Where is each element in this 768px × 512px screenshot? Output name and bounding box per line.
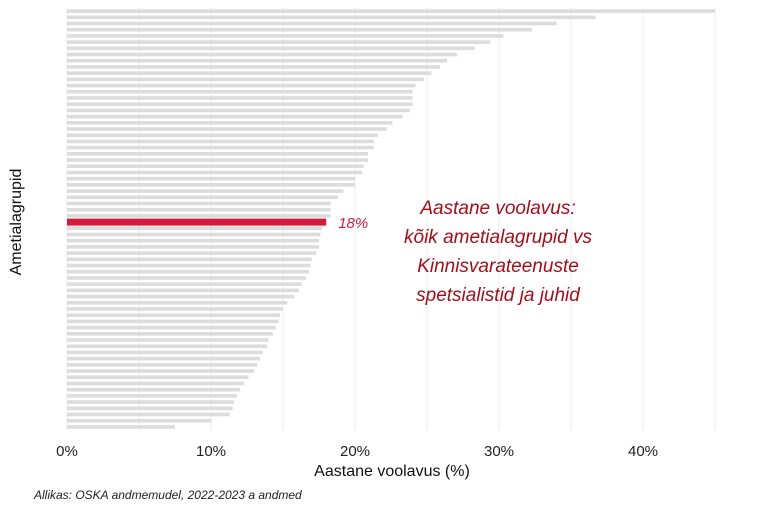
x-tick-label: 30% (484, 443, 514, 460)
y-axis-title: Ametialagrupid (8, 169, 25, 276)
bar (67, 369, 255, 373)
bar (67, 183, 355, 187)
highlight-bar (67, 218, 327, 226)
bar (67, 294, 295, 299)
source-note: Allikas: OSKA andmemudel, 2022-2023 a an… (34, 488, 302, 502)
bar (67, 381, 245, 386)
bar (67, 288, 299, 293)
bar (67, 40, 491, 44)
bar (67, 15, 596, 20)
bar (67, 282, 302, 286)
bar (67, 145, 374, 150)
bar (67, 77, 425, 82)
bars-group: 18% (67, 9, 715, 429)
bar (67, 96, 413, 100)
bar (67, 263, 311, 268)
bar (67, 332, 273, 336)
bar (67, 300, 288, 305)
bar (67, 400, 235, 404)
bar (67, 46, 475, 51)
bar (67, 232, 321, 237)
bar (67, 27, 533, 32)
bar (67, 356, 260, 361)
bar (67, 58, 448, 63)
bar (67, 425, 175, 429)
bar (67, 363, 258, 367)
annotation-line: spetsialistid ja juhid (416, 285, 581, 306)
bar (67, 418, 211, 423)
bar (67, 350, 263, 355)
bar (67, 412, 230, 417)
bar (67, 34, 504, 38)
x-tick-label: 10% (196, 443, 226, 460)
bar (67, 133, 379, 138)
x-tick-label: 0% (56, 443, 78, 460)
bar (67, 394, 237, 398)
x-axis-ticks: 0% 10% 20% 30% 40% (56, 443, 658, 460)
bar (67, 406, 233, 411)
bar (67, 139, 374, 144)
bar (67, 325, 276, 330)
bar (67, 313, 281, 317)
x-tick-label: 40% (628, 443, 658, 460)
bar (67, 102, 413, 106)
bar (67, 108, 410, 113)
bar (67, 114, 403, 119)
bar (67, 127, 387, 131)
annotation-line: Aastane voolavus: (419, 198, 575, 219)
bar (67, 21, 557, 26)
bar (67, 158, 368, 162)
bar (67, 338, 269, 342)
bar (67, 189, 344, 193)
bar (67, 387, 240, 392)
bar (67, 83, 416, 88)
bar (67, 176, 355, 181)
annotation-text: Aastane voolavus: kõik ametialagrupid vs K… (404, 198, 592, 306)
bar (67, 52, 458, 57)
bar (67, 276, 307, 280)
bar (67, 319, 279, 324)
bar (67, 152, 368, 156)
annotation-line: kõik ametialagrupid vs (404, 227, 592, 248)
bar (67, 257, 312, 262)
bar (67, 89, 413, 94)
bar (67, 195, 338, 200)
bar (67, 226, 322, 231)
bar (67, 238, 319, 243)
bar (67, 9, 715, 13)
bar (67, 251, 317, 255)
x-axis-title: Aastane voolavus (%) (314, 463, 470, 480)
bar (67, 214, 331, 218)
bar (67, 65, 440, 69)
bar (67, 164, 364, 169)
bar (67, 269, 309, 274)
x-tick-label: 20% (340, 443, 370, 460)
bar (67, 201, 331, 206)
annotation-line: Kinnisvarateenuste (417, 256, 579, 277)
bar (67, 375, 249, 380)
bar (67, 121, 393, 125)
bar (67, 170, 363, 175)
highlight-value-label: 18% (338, 215, 368, 232)
bar (67, 71, 432, 75)
bar (67, 207, 331, 212)
bar (67, 245, 319, 249)
bar (67, 344, 268, 349)
bar (67, 307, 283, 311)
